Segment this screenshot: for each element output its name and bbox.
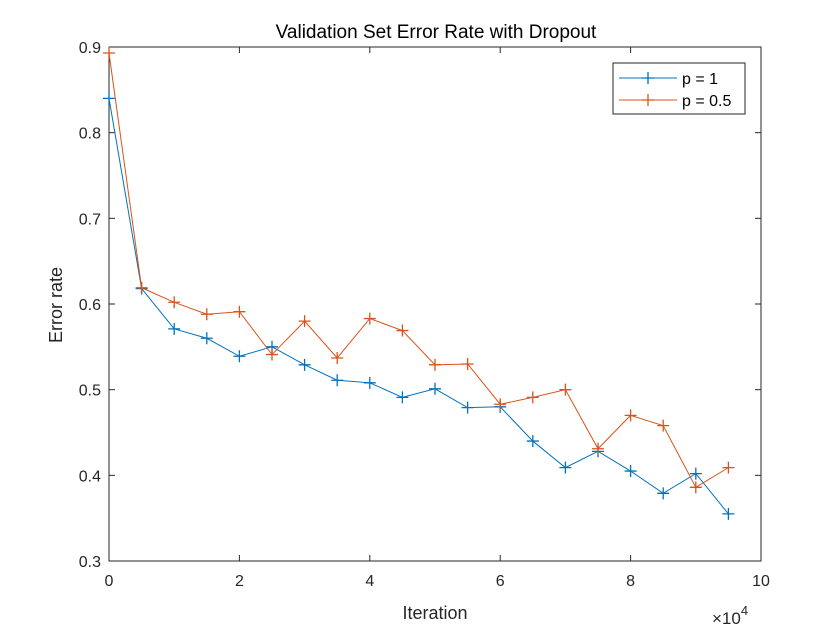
x-tick-label: 6 — [496, 573, 505, 590]
x-tick-label: 10 — [752, 573, 770, 590]
legend-label: p = 1 — [682, 71, 718, 88]
data-point-marker — [363, 376, 376, 389]
data-point-marker — [689, 481, 702, 494]
x-tick-label: 0 — [105, 573, 114, 590]
data-point-marker — [494, 398, 507, 411]
y-tick-label: 0.6 — [79, 297, 101, 314]
data-point-marker — [168, 296, 181, 309]
x-axis-label: Iteration — [402, 603, 467, 623]
legend-marker — [642, 94, 654, 106]
data-point-marker — [429, 358, 441, 371]
data-point-marker — [331, 374, 344, 387]
data-point-marker — [429, 382, 441, 395]
x-tick-label: 8 — [626, 573, 635, 590]
legend-marker — [642, 72, 654, 84]
data-point-marker — [396, 324, 409, 337]
data-point-marker — [559, 383, 572, 396]
data-point-marker — [298, 358, 311, 371]
series-2 — [103, 46, 735, 494]
chart-title: Validation Set Error Rate with Dropout — [276, 22, 597, 43]
legend-label: p = 0.5 — [682, 93, 731, 110]
y-axis-label: Error rate — [46, 267, 66, 343]
x-axis-multiplier-base: ×10 — [712, 609, 741, 628]
x-axis-multiplier-exponent: 4 — [741, 603, 748, 618]
x-tick-label: 4 — [365, 573, 374, 590]
y-tick-label: 0.7 — [79, 211, 101, 228]
data-point-marker — [233, 305, 246, 318]
data-point-marker — [396, 391, 409, 404]
data-point-marker — [233, 350, 246, 363]
series-line — [108, 98, 729, 515]
data-point-marker — [266, 348, 278, 361]
data-point-marker — [135, 281, 148, 294]
axis-ticks: 0 2 4 6 8 10 0.3 0.4 0.5 0.6 0.7 0.8 0.9 — [79, 40, 770, 590]
data-point-marker — [657, 487, 670, 500]
y-tick-label: 0.3 — [79, 554, 101, 571]
y-tick-label: 0.8 — [79, 126, 101, 143]
data-point-marker — [363, 312, 376, 325]
data-point-marker — [168, 322, 181, 335]
data-point-marker — [624, 409, 637, 422]
data-point-marker — [103, 92, 115, 105]
x-tick-label: 2 — [235, 573, 244, 590]
legend: p = 1 p = 0.5 — [612, 62, 746, 115]
plot-background — [109, 47, 761, 561]
data-point-marker — [298, 315, 311, 328]
data-point-marker — [657, 419, 670, 432]
data-point-marker — [331, 351, 344, 364]
x-axis-multiplier: ×104 — [712, 603, 748, 628]
data-point-marker — [103, 46, 115, 59]
data-point-marker — [689, 467, 702, 480]
data-point-marker — [200, 332, 213, 345]
legend-box — [612, 62, 746, 115]
plot-area — [109, 47, 761, 561]
y-tick-label: 0.4 — [79, 468, 101, 485]
data-point-marker — [461, 401, 474, 414]
data-point-marker — [722, 461, 735, 474]
data-point-marker — [526, 435, 539, 448]
y-tick-label: 0.5 — [79, 383, 101, 400]
y-tick-label: 0.9 — [79, 40, 101, 57]
data-point-marker — [592, 442, 604, 455]
data-point-marker — [200, 308, 213, 321]
data-point-marker — [722, 507, 735, 520]
data-point-marker — [461, 357, 474, 370]
data-point-marker — [559, 461, 572, 474]
data-point-marker — [526, 391, 539, 404]
data-point-marker — [624, 465, 637, 478]
series-group — [103, 46, 735, 520]
